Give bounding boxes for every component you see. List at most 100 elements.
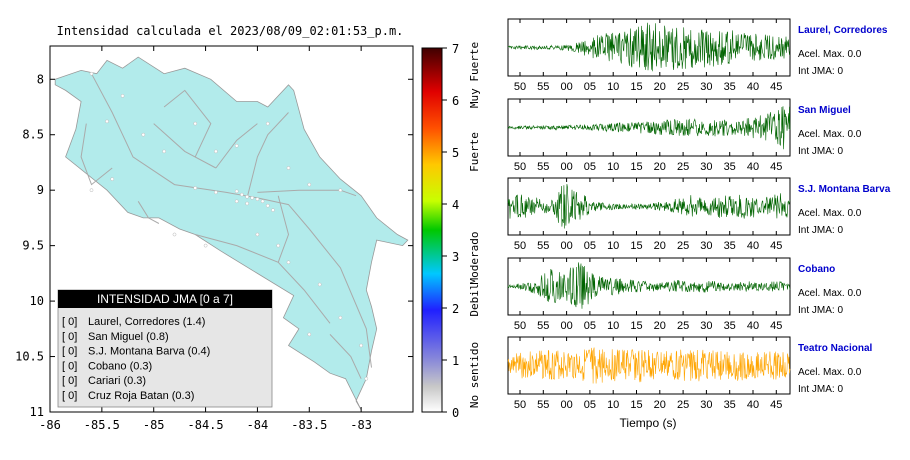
station-accel: Acel. Max. 0.0 xyxy=(798,288,862,299)
y-tick-label: 11 xyxy=(30,405,44,419)
time-tick-label: 25 xyxy=(677,81,689,93)
time-tick-label: 15 xyxy=(630,240,642,252)
legend-station: Cobano (0.3) xyxy=(88,360,152,372)
waveform-frame xyxy=(507,336,791,395)
waveform-frame xyxy=(507,177,791,236)
time-tick-label: 35 xyxy=(724,240,736,252)
time-tick-label: 35 xyxy=(724,81,736,93)
legend-intensity: [ 0] xyxy=(62,375,77,387)
city-points xyxy=(89,71,369,381)
time-tick-label: 15 xyxy=(630,399,642,411)
waveform-frame xyxy=(507,257,791,316)
city-point xyxy=(89,188,94,193)
legend-intensity: [ 0] xyxy=(62,346,77,358)
waveform-trace xyxy=(507,347,791,384)
time-tick-label: 50 xyxy=(514,399,526,411)
colorbar-tick-label: 0 xyxy=(452,406,459,420)
time-tick-label: 45 xyxy=(770,161,782,173)
map-legend: INTENSIDAD JMA [0 a 7] [ 0] Laurel, Corre… xyxy=(57,289,273,408)
station-name: Cobano xyxy=(798,264,835,275)
y-tick-label: 10 xyxy=(30,294,44,308)
city-point xyxy=(286,260,291,265)
colorbar-tick-label: 2 xyxy=(452,302,459,316)
time-tick-label: 10 xyxy=(607,81,619,93)
x-tick-label: -85.5 xyxy=(84,418,120,432)
waveform-frame xyxy=(507,18,791,77)
time-tick-label: 50 xyxy=(514,81,526,93)
city-point xyxy=(172,232,177,237)
time-tick-label: 20 xyxy=(654,320,666,332)
road xyxy=(163,89,212,158)
intensity-map-chart: Intensidad calculada el 2023/08/09_02:01… xyxy=(15,24,481,432)
waveform-row: 50 55 00 05 10 15 20 25 30 35 40 45 San Miguel Acel. … xyxy=(507,98,862,173)
time-tick-label: 10 xyxy=(607,399,619,411)
road xyxy=(329,334,362,379)
city-point xyxy=(317,282,322,287)
time-tick-label: 00 xyxy=(560,81,572,93)
time-tick-label: 25 xyxy=(677,240,689,252)
city-point xyxy=(359,343,363,348)
time-tick-label: 25 xyxy=(677,320,689,332)
city-point xyxy=(245,201,249,206)
time-tick-label: 45 xyxy=(770,81,782,93)
time-tick-label: 20 xyxy=(654,161,666,173)
waveform-trace xyxy=(507,22,791,72)
legend-intensity: [ 0] xyxy=(62,390,77,402)
time-tick-label: 40 xyxy=(747,399,759,411)
y-tick-label: 8.5 xyxy=(22,128,44,142)
city-point xyxy=(234,143,239,148)
city-point xyxy=(105,119,109,124)
city-point xyxy=(193,121,198,126)
y-tick-label: 10.5 xyxy=(15,350,44,364)
waveform-frame xyxy=(507,98,791,157)
station-intensity: Int JMA: 0 xyxy=(798,384,843,395)
legend-title: INTENSIDAD JMA [0 a 7] xyxy=(97,292,233,306)
time-tick-label: 35 xyxy=(724,320,736,332)
station-name: San Miguel xyxy=(798,105,851,116)
city-point xyxy=(307,182,312,187)
time-tick-label: 30 xyxy=(700,240,712,252)
waveform-x-label: Tiempo (s) xyxy=(620,416,677,430)
station-name: Teatro Nacional xyxy=(798,343,872,354)
time-tick-label: 05 xyxy=(584,320,596,332)
legend-station: Cariari (0.3) xyxy=(88,375,146,387)
map-axis-ticks: -86 -85.5 -85 -84.5 -84 -83.5 -83 11 10.5 10 9.5 9 8… xyxy=(15,46,413,432)
city-point xyxy=(234,189,239,194)
time-tick-label: 15 xyxy=(630,320,642,332)
city-point xyxy=(338,315,343,320)
road xyxy=(277,195,290,263)
station-intensity: Int JMA: 0 xyxy=(798,225,843,236)
road xyxy=(137,201,160,224)
road xyxy=(153,123,217,169)
station-accel: Acel. Max. 0.0 xyxy=(798,208,862,219)
time-tick-label: 55 xyxy=(537,320,549,332)
map-title: Intensidad calculada el 2023/08/09_02:01… xyxy=(57,24,404,38)
time-tick-label: 55 xyxy=(537,240,549,252)
y-tick-label: 8 xyxy=(37,72,44,86)
city-point xyxy=(250,196,255,200)
costa-rica-landmass xyxy=(54,56,409,410)
city-point xyxy=(338,188,343,193)
time-tick-label: 10 xyxy=(607,240,619,252)
colorbar-category-label: Muy Fuerte xyxy=(468,42,481,108)
colorbar-tick-label: 5 xyxy=(452,146,459,160)
x-tick-label: -83 xyxy=(350,418,372,432)
time-tick-label: 30 xyxy=(700,161,712,173)
city-point xyxy=(89,71,94,76)
time-tick-label: 55 xyxy=(537,81,549,93)
city-point xyxy=(203,243,208,248)
time-tick-label: 50 xyxy=(514,161,526,173)
time-tick-label: 00 xyxy=(560,320,572,332)
city-point xyxy=(265,203,270,208)
x-tick-label: -86 xyxy=(39,418,61,432)
city-point xyxy=(307,332,312,337)
time-tick-label: 40 xyxy=(747,81,759,93)
city-point xyxy=(286,166,291,170)
waveform-row: 50 55 00 05 10 15 20 25 30 35 40 45 S.J. Montana Bar… xyxy=(507,177,891,252)
colorbar-ticks: 7 6 5 4 3 2 1 0 xyxy=(442,42,459,420)
legend-intensity: [ 0] xyxy=(62,331,77,343)
city-point xyxy=(255,232,260,237)
legend-intensity: [ 0] xyxy=(62,360,77,372)
time-tick-label: 45 xyxy=(770,240,782,252)
